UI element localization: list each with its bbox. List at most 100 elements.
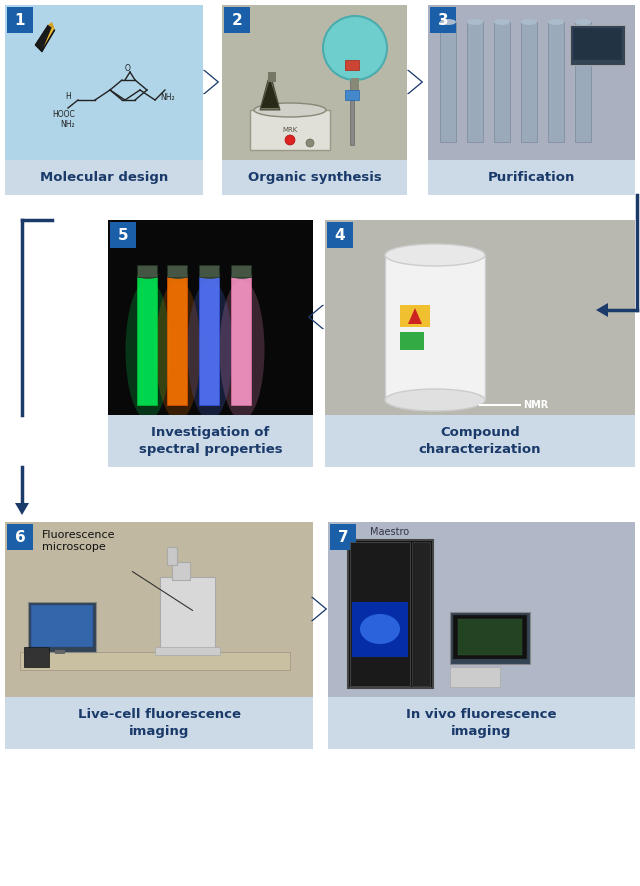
- Text: HOOC: HOOC: [52, 110, 75, 119]
- Ellipse shape: [168, 271, 188, 278]
- Text: 5: 5: [118, 228, 128, 243]
- Text: Maestro: Maestro: [370, 527, 409, 537]
- Bar: [231, 265, 251, 277]
- Bar: [400, 332, 424, 350]
- Bar: [352, 602, 408, 657]
- Bar: [28, 602, 96, 652]
- Ellipse shape: [575, 19, 591, 25]
- Text: NH₂: NH₂: [60, 120, 75, 128]
- Bar: [231, 275, 251, 405]
- Bar: [7, 524, 33, 550]
- Polygon shape: [203, 70, 220, 94]
- Polygon shape: [311, 597, 327, 621]
- Text: Live-cell fluorescence
imaging: Live-cell fluorescence imaging: [77, 708, 241, 738]
- Ellipse shape: [385, 389, 485, 411]
- Bar: [440, 22, 456, 142]
- Text: Organic synthesis: Organic synthesis: [248, 171, 381, 184]
- Ellipse shape: [440, 19, 456, 25]
- Bar: [453, 615, 527, 659]
- Circle shape: [306, 139, 314, 147]
- Bar: [199, 275, 219, 405]
- Text: 3: 3: [438, 12, 448, 27]
- Bar: [400, 305, 430, 327]
- Bar: [137, 265, 157, 277]
- Bar: [345, 60, 359, 70]
- Bar: [521, 22, 537, 142]
- Ellipse shape: [385, 244, 485, 266]
- Bar: [24, 647, 49, 667]
- Ellipse shape: [125, 280, 170, 420]
- Bar: [5, 697, 313, 749]
- Bar: [167, 275, 187, 405]
- Bar: [575, 22, 591, 142]
- Bar: [328, 522, 635, 697]
- Bar: [5, 5, 203, 160]
- Polygon shape: [596, 303, 608, 317]
- Ellipse shape: [220, 280, 264, 420]
- Bar: [222, 160, 407, 195]
- Ellipse shape: [232, 271, 252, 278]
- Bar: [325, 220, 635, 415]
- Circle shape: [323, 16, 387, 80]
- Bar: [325, 415, 635, 467]
- Bar: [328, 697, 635, 749]
- Bar: [224, 7, 250, 33]
- Ellipse shape: [200, 271, 220, 278]
- Bar: [250, 110, 330, 150]
- Bar: [467, 22, 483, 142]
- Bar: [5, 522, 313, 697]
- Bar: [155, 647, 220, 655]
- Bar: [430, 7, 456, 33]
- Bar: [20, 652, 290, 670]
- Bar: [348, 540, 433, 688]
- Polygon shape: [407, 70, 423, 94]
- Polygon shape: [308, 305, 324, 329]
- Text: Molecular design: Molecular design: [40, 171, 168, 184]
- Bar: [548, 22, 564, 142]
- Text: O: O: [125, 64, 131, 73]
- Bar: [428, 5, 635, 160]
- Polygon shape: [261, 82, 279, 108]
- Bar: [350, 40, 354, 145]
- Bar: [167, 547, 177, 565]
- Bar: [570, 25, 625, 65]
- Text: H: H: [65, 91, 71, 100]
- Bar: [428, 160, 635, 195]
- Text: 2: 2: [232, 12, 243, 27]
- Bar: [160, 577, 215, 655]
- Bar: [110, 222, 136, 248]
- Bar: [199, 265, 219, 277]
- Text: NMR: NMR: [523, 400, 548, 410]
- Polygon shape: [43, 27, 54, 48]
- Circle shape: [285, 135, 295, 145]
- Bar: [108, 415, 313, 467]
- Bar: [385, 255, 485, 400]
- Bar: [350, 542, 410, 686]
- Ellipse shape: [521, 19, 537, 25]
- Bar: [458, 619, 522, 655]
- Polygon shape: [35, 25, 55, 52]
- Ellipse shape: [548, 19, 564, 25]
- Text: 1: 1: [15, 12, 25, 27]
- Text: 7: 7: [338, 530, 348, 545]
- Bar: [172, 562, 190, 580]
- Bar: [268, 72, 276, 82]
- Bar: [327, 222, 353, 248]
- Text: Fluorescence
microscope: Fluorescence microscope: [42, 530, 115, 552]
- Bar: [450, 612, 530, 664]
- Ellipse shape: [360, 614, 400, 644]
- Text: NH₂: NH₂: [160, 92, 175, 102]
- Bar: [55, 650, 65, 654]
- Polygon shape: [408, 308, 422, 324]
- Text: 6: 6: [15, 530, 26, 545]
- Ellipse shape: [467, 19, 483, 25]
- Polygon shape: [260, 80, 280, 110]
- Text: 4: 4: [335, 228, 346, 243]
- Bar: [31, 605, 93, 647]
- Bar: [5, 160, 203, 195]
- Text: In vivo fluorescence
imaging: In vivo fluorescence imaging: [406, 708, 557, 738]
- Ellipse shape: [254, 103, 326, 117]
- Bar: [573, 28, 622, 60]
- Bar: [167, 265, 187, 277]
- Polygon shape: [48, 22, 55, 30]
